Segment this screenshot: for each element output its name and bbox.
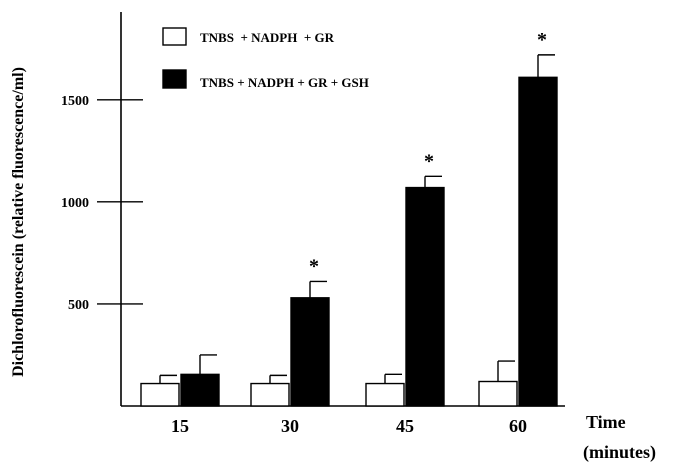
x-axis-title: Time (586, 412, 626, 432)
x-axis-unit: (minutes) (583, 442, 656, 463)
legend-label-filled: TNBS + NADPH + GR + GSH (200, 75, 369, 90)
y-axis-title: Dichlorofluorescein (relative fluorescen… (10, 67, 27, 377)
plot-area: 500 1000 1500 15 30 * 45 * 60 * (61, 12, 565, 436)
y-tick-label: 1000 (61, 196, 89, 211)
legend: TNBS + NADPH + GR TNBS + NADPH + GR + GS… (162, 27, 369, 90)
x-tick-label: 30 (281, 416, 299, 436)
legend-label-open: TNBS + NADPH + GR (200, 30, 335, 45)
legend-swatch-filled (162, 69, 187, 89)
legend-swatch-open (162, 27, 187, 46)
bar (518, 76, 558, 407)
bar (478, 380, 518, 407)
x-tick-label: 15 (171, 416, 189, 436)
bar (365, 382, 405, 407)
bar (180, 373, 220, 407)
bar (405, 186, 445, 407)
x-tick-label: 45 (396, 416, 414, 436)
bar (290, 297, 330, 407)
significance-marker: * (309, 255, 319, 277)
y-tick-label: 1500 (61, 94, 89, 109)
bar (140, 382, 180, 407)
significance-marker: * (424, 150, 434, 172)
significance-marker: * (537, 29, 547, 51)
y-tick-label: 500 (68, 298, 89, 313)
bar (250, 382, 290, 407)
x-tick-label: 60 (509, 416, 527, 436)
